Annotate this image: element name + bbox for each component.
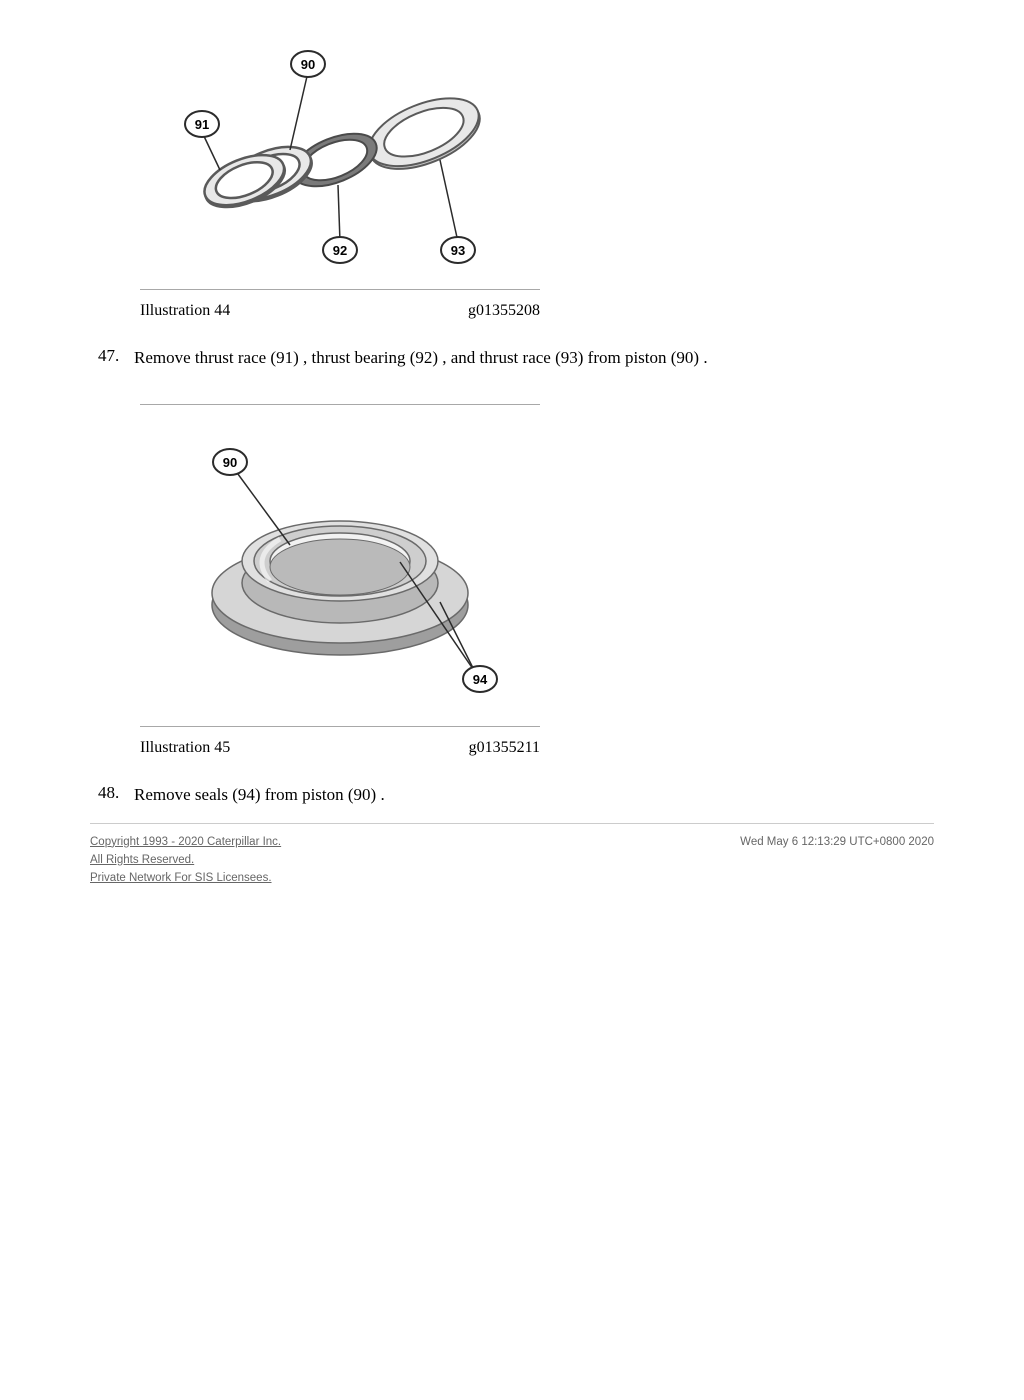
step-47: 47. Remove thrust race (91) , thrust bea… <box>98 346 934 370</box>
footer-left: Copyright 1993 - 2020 Caterpillar Inc. A… <box>90 836 281 890</box>
step-48-text: Remove seals (94) from piston (90) . <box>134 783 934 807</box>
illustration-44-svg: 90 91 92 93 <box>140 30 540 270</box>
illustration-44-gcode: g01355208 <box>468 302 540 320</box>
callout-94: 94 <box>463 666 497 692</box>
illustration-45-gcode: g01355211 <box>469 739 540 757</box>
callout-90-label: 90 <box>301 57 315 72</box>
step-48: 48. Remove seals (94) from piston (90) . <box>98 783 934 807</box>
callout-90-fig45: 90 <box>213 449 247 475</box>
callout-90-fig45-label: 90 <box>223 455 237 470</box>
callout-93: 93 <box>441 237 475 263</box>
figure-44-block: 90 91 92 93 Illustration 44 g01355208 <box>140 30 540 320</box>
figure-45-block: 90 94 Illustration 45 g01355211 <box>140 404 540 757</box>
callout-94-label: 94 <box>473 672 488 687</box>
figure-45-top-divider <box>140 404 540 405</box>
network-link[interactable]: Private Network For SIS Licensees. <box>90 872 281 884</box>
step-47-number: 47. <box>98 346 134 370</box>
figure-44-divider <box>140 289 540 290</box>
callout-93-label: 93 <box>451 243 465 258</box>
figure-45-caption: Illustration 45 g01355211 <box>140 739 540 757</box>
footer-divider <box>90 823 934 824</box>
callout-92: 92 <box>323 237 357 263</box>
copyright-link[interactable]: Copyright 1993 - 2020 Caterpillar Inc. <box>90 836 281 848</box>
step-47-text: Remove thrust race (91) , thrust bearing… <box>134 346 934 370</box>
footer-timestamp: Wed May 6 12:13:29 UTC+0800 2020 <box>740 836 934 890</box>
step-48-number: 48. <box>98 783 134 807</box>
page-footer: Copyright 1993 - 2020 Caterpillar Inc. A… <box>90 836 934 890</box>
figure-44-caption: Illustration 44 g01355208 <box>140 302 540 320</box>
illustration-44-label: Illustration 44 <box>140 302 230 320</box>
figure-45-bottom-divider <box>140 726 540 727</box>
illustration-45-svg: 90 94 <box>140 417 540 707</box>
callout-91: 91 <box>185 111 219 137</box>
illustration-45-label: Illustration 45 <box>140 739 230 757</box>
callout-90: 90 <box>291 51 325 77</box>
rights-link[interactable]: All Rights Reserved. <box>90 854 281 866</box>
callout-91-label: 91 <box>195 117 209 132</box>
callout-92-label: 92 <box>333 243 347 258</box>
